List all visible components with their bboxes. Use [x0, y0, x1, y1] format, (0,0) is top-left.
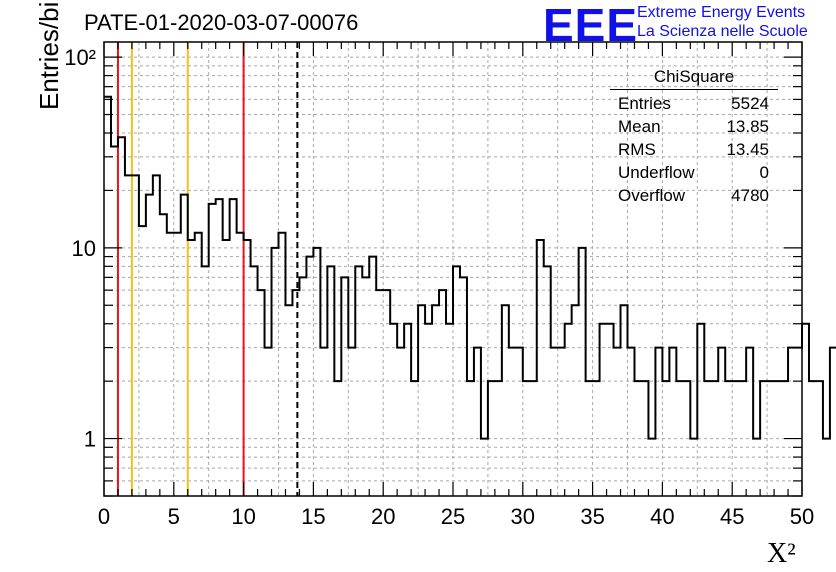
stats-box-title: ChiSquare [610, 67, 778, 90]
stats-row-mean: Mean 13.85 [610, 115, 778, 138]
stats-label: Overflow [618, 186, 686, 205]
logo-caption: Extreme Energy Events La Scienza nelle S… [637, 3, 808, 41]
x-tick-label: 15 [301, 504, 325, 529]
x-tick-label: 30 [511, 504, 535, 529]
eee-logo: EEE [543, 0, 639, 51]
stats-label: RMS [618, 140, 656, 159]
x-tick-label: 20 [371, 504, 395, 529]
stats-row-rms: RMS 13.45 [610, 138, 778, 161]
stats-row-entries: Entries 5524 [610, 92, 778, 115]
x-tick-label: 40 [650, 504, 674, 529]
x-tick-label: 50 [790, 504, 814, 529]
reference-lines [116, 42, 299, 496]
y-tick-label: 1 [84, 427, 96, 452]
x-tick-label: 45 [720, 504, 744, 529]
stats-value: 0 [759, 163, 769, 182]
y-tick-label: 10² [64, 45, 96, 70]
stats-row-underflow: Underflow 0 [610, 161, 778, 184]
stats-label: Entries [618, 94, 671, 113]
stats-value: 5524 [731, 94, 769, 113]
stats-label: Mean [618, 117, 661, 136]
stats-row-overflow: Overflow 4780 [610, 184, 778, 207]
x-tick-label: 0 [98, 504, 110, 529]
x-tick-label: 25 [441, 504, 465, 529]
x-tick-label: 5 [168, 504, 180, 529]
x-tick-label: 35 [580, 504, 604, 529]
y-tick-label: 10 [72, 236, 96, 261]
stats-box: ChiSquare Entries 5524 Mean 13.85 RMS 13… [610, 67, 778, 207]
chart-title: PATE-01-2020-03-07-00076 [84, 10, 359, 35]
ticks: 0 5 10 15 20 25 30 35 40 45 50 1 10 10² [64, 42, 814, 529]
stats-value: 13.45 [726, 140, 769, 159]
x-axis-label: X² [767, 538, 796, 569]
logo-caption-line2: La Scienza nelle Scuole [637, 23, 808, 40]
x-tick-label: 10 [231, 504, 255, 529]
stats-value: 4780 [731, 186, 769, 205]
stats-label: Underflow [618, 163, 695, 182]
logo-caption-line1: Extreme Energy Events [637, 4, 806, 21]
y-axis-label: Entries/bin [34, 0, 64, 110]
stats-value: 13.85 [726, 117, 769, 136]
